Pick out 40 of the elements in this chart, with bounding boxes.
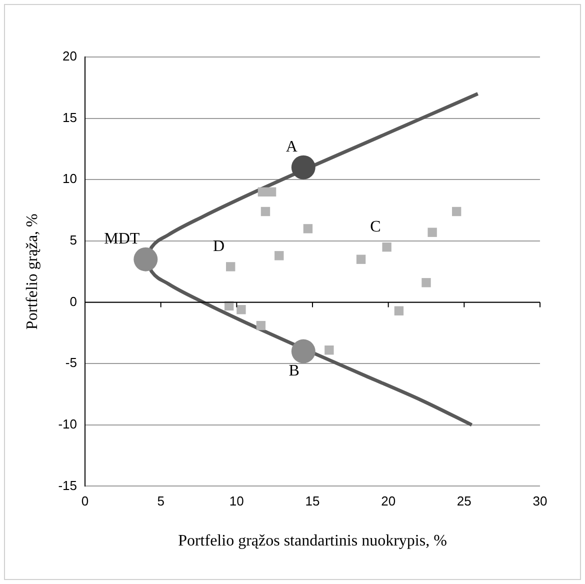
- point: [274, 251, 284, 260]
- point: [258, 187, 268, 196]
- point: [226, 262, 236, 272]
- annotation: D: [213, 238, 225, 255]
- y-tick-label: 10: [62, 171, 77, 186]
- y-tick-label: -15: [58, 478, 77, 493]
- x-tick-label: 20: [381, 494, 396, 509]
- x-tick-label: 15: [305, 494, 320, 509]
- point: [134, 247, 158, 272]
- point: [303, 224, 313, 234]
- point: [382, 242, 392, 252]
- y-tick-label: 20: [62, 48, 77, 64]
- y-axis-title: Portfelio grąža, %: [24, 214, 41, 330]
- x-tick-label: 5: [157, 494, 164, 509]
- y-tick-label: -10: [58, 416, 77, 432]
- point: [422, 278, 431, 288]
- point: [236, 305, 246, 314]
- x-tick-label: 0: [81, 494, 89, 509]
- annotation: B: [288, 362, 300, 380]
- point: [356, 254, 366, 264]
- point: [256, 320, 266, 330]
- x-tick-label: 25: [456, 494, 472, 509]
- point: [291, 155, 316, 180]
- point: [324, 345, 334, 355]
- point: [266, 187, 276, 196]
- point: [452, 206, 462, 216]
- point: [260, 206, 270, 216]
- annotation: MDT: [104, 230, 140, 248]
- y-tick-label: 15: [62, 110, 77, 125]
- point: [394, 306, 404, 316]
- y-tick-label: 5: [70, 232, 77, 248]
- x-tick-label: 10: [229, 494, 244, 509]
- annotation: A: [286, 138, 298, 156]
- x-axis-title: Portfelio grąžos standartinis nuokrypis, %: [178, 532, 447, 550]
- x-tick-label: 30: [532, 494, 548, 509]
- y-tick-label: -5: [65, 355, 77, 370]
- point: [291, 339, 316, 364]
- point: [428, 228, 437, 237]
- y-tick-label: 0: [70, 294, 77, 309]
- annotation: C: [370, 218, 381, 236]
